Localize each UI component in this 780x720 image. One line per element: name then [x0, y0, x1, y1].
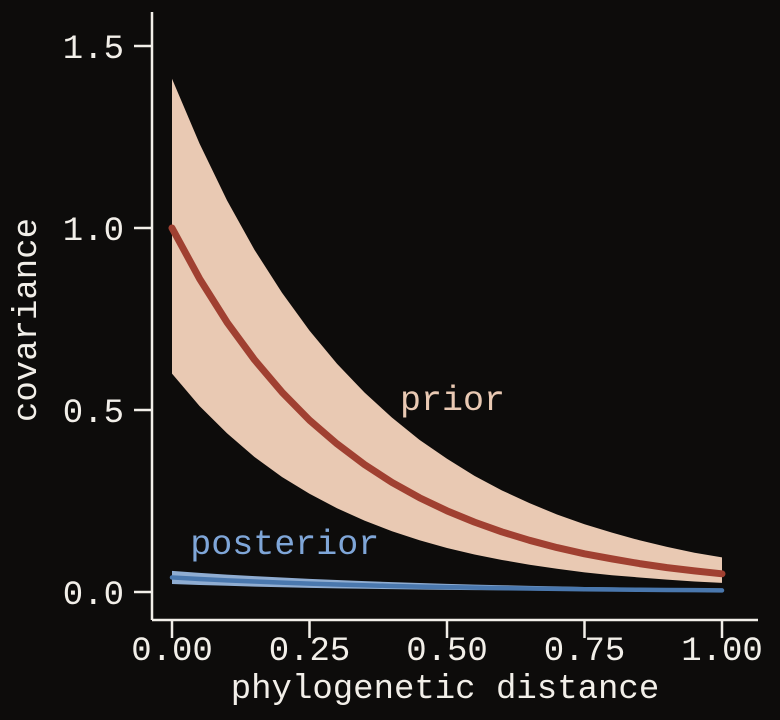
- y-tick-label: 1.5: [63, 31, 124, 69]
- y-axis-label: covariance: [9, 218, 47, 422]
- x-tick-label: 0.00: [131, 633, 213, 671]
- x-tick-label: 0.75: [544, 633, 626, 671]
- x-tick-label: 1.00: [681, 633, 763, 671]
- x-tick-label: 0.25: [269, 633, 351, 671]
- posterior-label: posterior: [190, 525, 379, 565]
- x-axis-label: phylogenetic distance: [231, 671, 659, 709]
- x-tick-label: 0.50: [406, 633, 488, 671]
- prior-line: [168, 224, 726, 578]
- posterior-line: [169, 575, 725, 593]
- prior-band: [172, 78, 722, 583]
- prior-label: prior: [400, 381, 505, 421]
- posterior-band: [172, 570, 722, 592]
- y-tick-label: 1.0: [63, 213, 124, 251]
- y-tick-label: 0.5: [63, 395, 124, 433]
- y-tick-label: 0.0: [63, 577, 124, 615]
